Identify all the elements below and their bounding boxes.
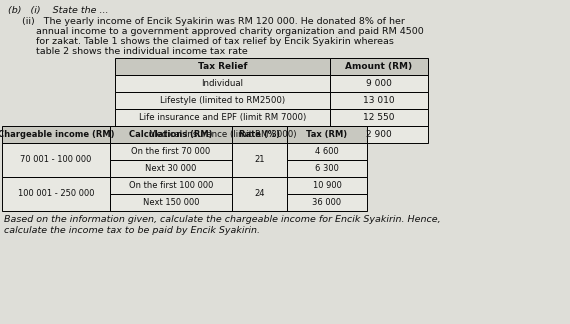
Text: 9 000: 9 000 (366, 79, 392, 88)
Text: 100 001 - 250 000: 100 001 - 250 000 (18, 190, 94, 199)
Text: Life insurance and EPF (limit RM 7000): Life insurance and EPF (limit RM 7000) (139, 113, 306, 122)
Text: calculate the income tax to be paid by Encik Syakirin.: calculate the income tax to be paid by E… (4, 226, 260, 235)
Text: 2 900: 2 900 (366, 130, 392, 139)
Text: annual income to a government approved charity organization and paid RM 4500: annual income to a government approved c… (36, 27, 424, 36)
Text: Individual: Individual (202, 79, 243, 88)
Text: Calculations (RM): Calculations (RM) (129, 130, 213, 139)
Bar (115, 92, 330, 109)
Text: 10 900: 10 900 (312, 181, 341, 190)
Text: Next 30 000: Next 30 000 (145, 164, 197, 173)
Bar (110, 194, 232, 211)
Text: Tax (RM): Tax (RM) (307, 130, 348, 139)
Bar (2, 143, 110, 177)
Bar (110, 160, 232, 177)
Bar (2, 177, 110, 211)
Text: On the first 100 000: On the first 100 000 (129, 181, 213, 190)
Text: Lifestyle (limited to RM2500): Lifestyle (limited to RM2500) (160, 96, 285, 105)
Bar (115, 109, 330, 126)
Text: 21: 21 (254, 156, 264, 165)
Bar (330, 92, 428, 109)
Text: (ii)   The yearly income of Encik Syakirin was RM 120 000. He donated 8% of her: (ii) The yearly income of Encik Syakirin… (22, 17, 405, 26)
Text: 36 000: 36 000 (312, 198, 341, 207)
Text: 24: 24 (254, 190, 264, 199)
Bar (115, 126, 330, 143)
Bar (115, 75, 330, 92)
Bar (232, 143, 287, 177)
Text: Based on the information given, calculate the chargeable income for Encik Syakir: Based on the information given, calculat… (4, 215, 441, 224)
Bar (287, 160, 367, 177)
Text: Amount (RM): Amount (RM) (345, 62, 413, 71)
Text: Chargeable income (RM): Chargeable income (RM) (0, 130, 114, 139)
Text: table 2 shows the individual income tax rate: table 2 shows the individual income tax … (36, 47, 248, 56)
Bar (232, 177, 287, 211)
Text: (b)   (i)    State the ...: (b) (i) State the ... (8, 6, 108, 15)
Bar (110, 177, 232, 194)
Bar (110, 143, 232, 160)
Text: 12 550: 12 550 (363, 113, 395, 122)
Bar (330, 126, 428, 143)
Text: Tax Relief: Tax Relief (198, 62, 247, 71)
Text: 4 600: 4 600 (315, 147, 339, 156)
Bar (2, 126, 110, 143)
Bar (232, 126, 287, 143)
Bar (287, 177, 367, 194)
Bar (287, 194, 367, 211)
Text: On the first 70 000: On the first 70 000 (131, 147, 211, 156)
Text: for zakat. Table 1 shows the claimed of tax relief by Encik Syakirin whereas: for zakat. Table 1 shows the claimed of … (36, 37, 394, 46)
Bar (287, 126, 367, 143)
Bar (110, 126, 232, 143)
Bar (287, 143, 367, 160)
Text: 13 010: 13 010 (363, 96, 395, 105)
Bar (330, 58, 428, 75)
Text: Medical Insurance (limit RM 3000): Medical Insurance (limit RM 3000) (149, 130, 296, 139)
Bar (330, 109, 428, 126)
Text: 6 300: 6 300 (315, 164, 339, 173)
Text: 70 001 - 100 000: 70 001 - 100 000 (21, 156, 92, 165)
Text: Rate (%): Rate (%) (239, 130, 280, 139)
Bar (330, 75, 428, 92)
Bar (115, 58, 330, 75)
Text: Next 150 000: Next 150 000 (142, 198, 200, 207)
